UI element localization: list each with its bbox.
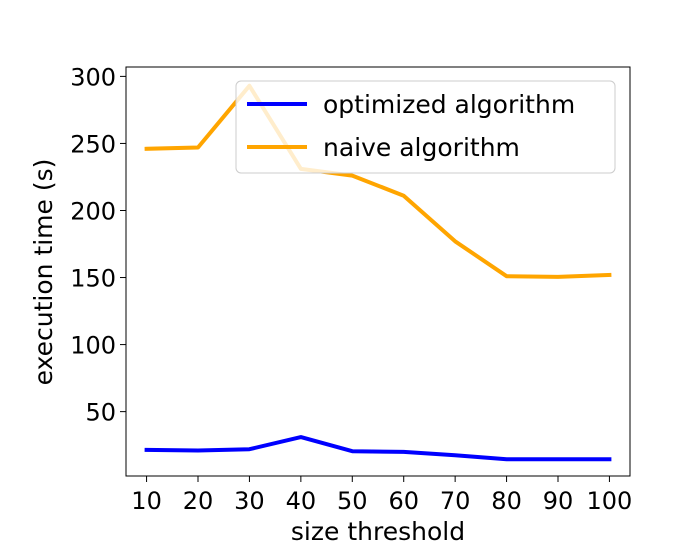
y-tick-label: 250 [70, 130, 116, 158]
legend-label-naive: naive algorithm [323, 133, 520, 162]
x-tick-label: 40 [286, 487, 317, 515]
y-tick-label: 300 [70, 63, 116, 91]
x-axis-label: size threshold [291, 517, 465, 546]
x-tick-label: 90 [543, 487, 574, 515]
x-tick-label: 50 [337, 487, 368, 515]
series-line-optimized [144, 435, 612, 462]
x-tick-label: 70 [440, 487, 471, 515]
y-axis-label: execution time (s) [29, 159, 58, 386]
y-tick-label: 200 [70, 197, 116, 225]
x-tick-label: 100 [587, 487, 633, 515]
x-tick-label: 10 [131, 487, 162, 515]
y-tick-label: 100 [70, 332, 116, 360]
legend-label-optimized: optimized algorithm [323, 90, 575, 119]
y-tick-label: 150 [70, 265, 116, 293]
plot-frame [125, 66, 631, 477]
x-tick-label: 30 [234, 487, 265, 515]
x-tick-label: 20 [183, 487, 214, 515]
plot-area [144, 83, 612, 462]
x-tick-label: 60 [388, 487, 419, 515]
series-line-naive [144, 83, 612, 279]
y-axis: 50 100 150 200 250 300 [70, 63, 126, 427]
legend: optimized algorithm naive algorithm [235, 80, 616, 174]
x-axis: 10 20 30 40 50 60 70 80 90 100 [131, 476, 632, 515]
x-tick-label: 80 [491, 487, 522, 515]
y-tick-label: 50 [85, 399, 116, 427]
legend-box [235, 80, 616, 174]
